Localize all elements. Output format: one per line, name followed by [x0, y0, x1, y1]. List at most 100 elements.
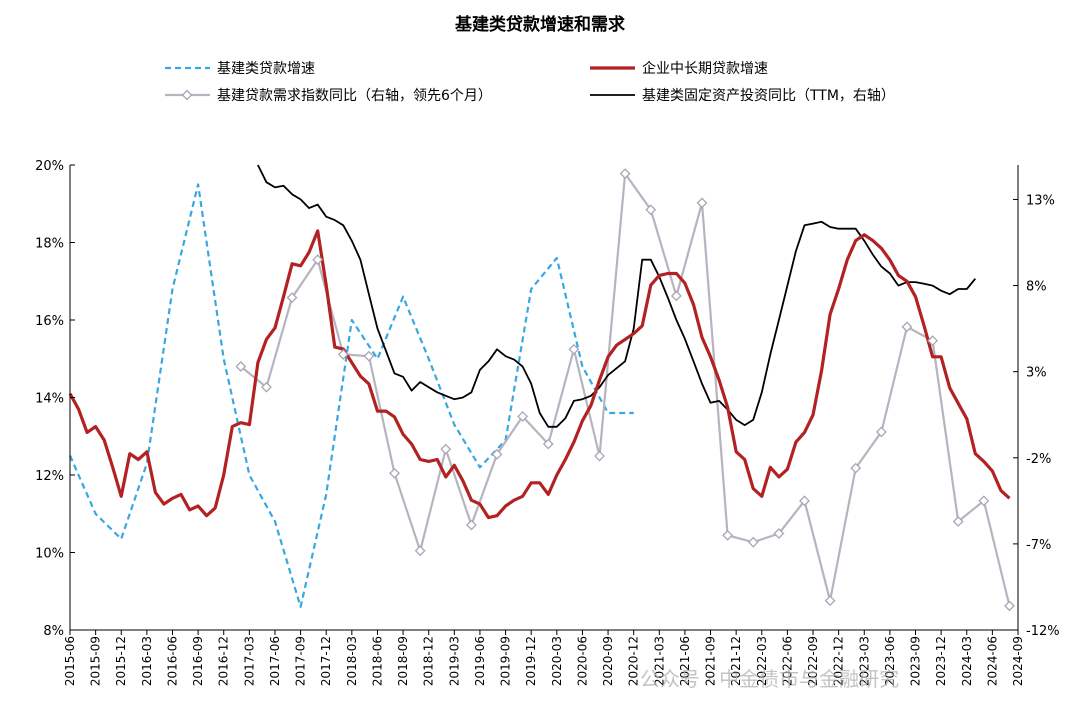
x-tick-label: 2020-12 — [627, 636, 641, 686]
x-tick-label: 2018-03 — [345, 636, 359, 686]
right-tick-label: -7% — [1026, 538, 1051, 553]
right-tick-label: 13% — [1026, 193, 1055, 208]
x-tick-label: 2019-09 — [499, 636, 513, 686]
x-tick-label: 2015-12 — [114, 636, 128, 686]
left-tick-label: 20% — [35, 159, 64, 174]
right-tick-label: -2% — [1026, 452, 1051, 467]
x-tick-label: 2020-09 — [601, 636, 615, 686]
series-line-2 — [240, 172, 1011, 607]
data-point — [773, 528, 785, 539]
x-tick-label: 2017-06 — [268, 636, 282, 686]
x-tick-label: 2023-12 — [934, 636, 948, 686]
x-tick-label: 2022-03 — [755, 636, 769, 686]
data-point — [363, 350, 375, 362]
x-tick-label: 2017-12 — [319, 636, 333, 686]
x-tick-label: 2022-09 — [806, 636, 820, 686]
right-tick-label: -12% — [1026, 624, 1060, 639]
data-point — [696, 197, 708, 209]
data-point — [645, 204, 657, 216]
series-line-0 — [68, 183, 634, 608]
x-tick-label: 2022-12 — [832, 636, 846, 686]
x-tick-label: 2015-06 — [63, 636, 77, 686]
x-tick-label: 2016-12 — [217, 636, 231, 686]
data-point — [261, 381, 272, 393]
legend-label-0: 基建类贷款增速 — [217, 60, 315, 77]
data-point — [824, 595, 836, 607]
left-tick-label: 8% — [43, 624, 64, 639]
x-tick-label: 2023-03 — [857, 636, 871, 686]
left-tick-label: 16% — [35, 314, 64, 329]
legend-label-2: 基建贷款需求指数同比（右轴，领先6个月） — [217, 87, 492, 104]
x-tick-label: 2019-06 — [473, 636, 487, 686]
x-tick-label: 2016-03 — [140, 636, 154, 686]
x-tick-label: 2024-03 — [960, 636, 974, 686]
data-point — [747, 536, 759, 548]
data-point — [568, 343, 580, 355]
x-tick-label: 2020-03 — [550, 636, 564, 686]
legend-marker — [181, 89, 193, 101]
series-layer — [68, 164, 1011, 608]
left-tick-label: 12% — [35, 469, 64, 484]
data-point — [875, 426, 887, 438]
watermark-text: 公众号 · 中金债市与金融研究 — [640, 667, 899, 691]
data-point — [952, 516, 964, 527]
data-point — [389, 467, 400, 479]
x-tick-label: 2022-06 — [780, 636, 794, 686]
data-point — [619, 168, 631, 180]
left-tick-label: 10% — [35, 547, 64, 562]
data-point — [927, 335, 939, 347]
x-tick-label: 2024-06 — [985, 636, 999, 686]
data-point — [799, 495, 810, 507]
left-tick-label: 14% — [35, 392, 64, 407]
chart-title: 基建类贷款增速和需求 — [454, 14, 625, 35]
data-point — [286, 292, 298, 304]
x-tick-label: 2019-12 — [524, 636, 538, 686]
x-tick-label: 2016-09 — [191, 636, 205, 686]
x-tick-label: 2021-03 — [652, 636, 666, 686]
x-tick-label: 2021-06 — [678, 636, 692, 686]
data-point — [901, 321, 913, 333]
x-tick-label: 2018-06 — [370, 636, 384, 686]
legend-label-3: 基建类固定资产投资同比（TTM，右轴） — [642, 87, 895, 104]
data-point — [312, 254, 324, 266]
x-tick-label: 2017-09 — [294, 636, 308, 686]
data-point — [337, 349, 349, 360]
x-tick-label: 2023-09 — [909, 636, 923, 686]
series-line-1 — [68, 229, 1011, 520]
x-tick-label: 2018-09 — [396, 636, 410, 686]
data-point — [1004, 600, 1015, 612]
right-tick-label: 3% — [1026, 366, 1047, 381]
x-tick-label: 2017-03 — [242, 636, 256, 686]
data-point — [491, 448, 503, 460]
x-tick-label: 2021-12 — [729, 636, 743, 686]
data-point — [465, 519, 477, 531]
markers-layer — [235, 168, 1015, 612]
data-point — [850, 462, 862, 474]
series-line-3 — [257, 164, 976, 428]
data-point — [670, 290, 682, 302]
x-axis-ticks: 2015-06 2015-09 2015-12 2016-03 2016-06 2016-… — [63, 630, 1025, 686]
right-axis-ticks: 13% 8% 3% -2% -7% -12% — [1013, 193, 1060, 639]
x-tick-label: 2015-09 — [89, 636, 103, 686]
left-tick-label: 18% — [35, 237, 64, 252]
x-tick-label: 2016-06 — [165, 636, 179, 686]
data-point — [414, 545, 426, 557]
right-tick-label: 8% — [1026, 280, 1047, 295]
x-tick-label: 2019-03 — [447, 636, 461, 686]
data-point — [517, 411, 529, 422]
data-point — [722, 529, 734, 541]
data-point — [594, 450, 605, 462]
x-tick-label: 2024-09 — [1011, 636, 1025, 686]
x-tick-label: 2020-06 — [575, 636, 589, 686]
left-axis-ticks: 20% 18% 16% 14% 12% 10% 8% — [35, 159, 75, 639]
legend-label-1: 企业中长期贷款增速 — [642, 60, 768, 77]
data-point — [542, 438, 554, 450]
data-point — [235, 361, 247, 372]
x-tick-label: 2018-12 — [422, 636, 436, 686]
data-point — [978, 495, 990, 507]
x-tick-label: 2021-09 — [704, 636, 718, 686]
axes — [69, 165, 1019, 631]
x-tick-label: 2023-06 — [883, 636, 897, 686]
